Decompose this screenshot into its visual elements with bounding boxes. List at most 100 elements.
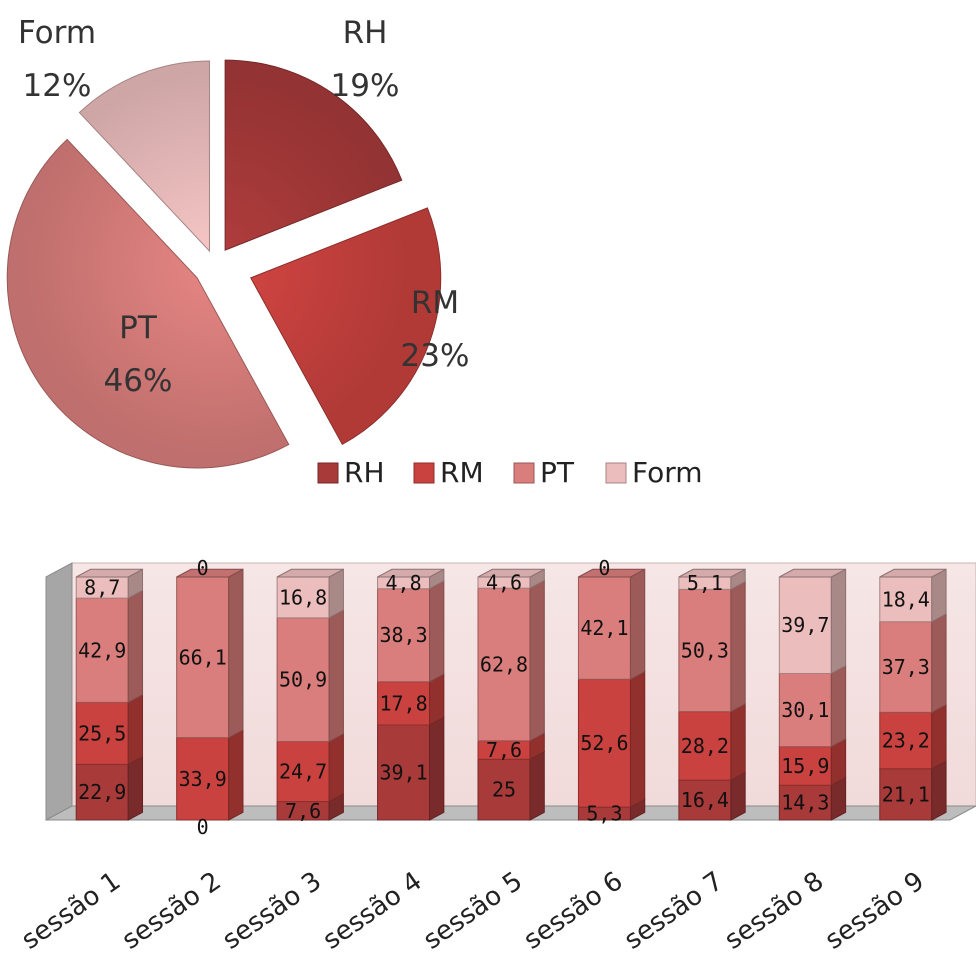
bar-segment-rm-8 bbox=[778, 746, 832, 786]
chart-side-wall bbox=[45, 562, 73, 821]
category-label-2: sessão 2 bbox=[117, 866, 227, 956]
value-label-rm-8: 15,9 bbox=[781, 754, 829, 778]
bar-segment-rh-1 bbox=[75, 763, 129, 821]
bar-side-rm-1 bbox=[127, 693, 144, 766]
bar-side-form-3 bbox=[328, 568, 344, 619]
bar-side-rh-4 bbox=[429, 716, 445, 821]
pie-percent-pt: 46% bbox=[104, 363, 173, 399]
bar-top-3 bbox=[276, 568, 344, 578]
bar-side-pt-2 bbox=[228, 568, 244, 739]
bar-segment-rh-7 bbox=[678, 779, 732, 821]
value-label-rm-9: 23,2 bbox=[882, 729, 930, 753]
bar-top-1 bbox=[75, 568, 143, 578]
legend-label-rh: RH bbox=[344, 456, 385, 489]
bar-segment-rm-6 bbox=[577, 678, 631, 808]
legend-swatch-rm bbox=[413, 462, 435, 484]
value-label-form-9: 18,4 bbox=[882, 587, 930, 611]
value-label-form-7: 5,1 bbox=[687, 571, 723, 595]
stacked-bar-chart: 22,9 25,5 42,9 8,7 sessão 1 0 33,9 66,1 0 sessão … bbox=[16, 556, 976, 956]
bar-top-2 bbox=[176, 568, 244, 578]
pie-label-rm: RM bbox=[411, 285, 459, 321]
bar-side-rm-3 bbox=[328, 732, 344, 803]
value-label-rh-6: 5,3 bbox=[586, 802, 622, 826]
bar-segment-rm-3 bbox=[276, 741, 330, 803]
category-label-3: sessão 3 bbox=[217, 866, 327, 956]
value-label-rm-2: 33,9 bbox=[179, 767, 227, 791]
value-label-pt-7: 50,3 bbox=[681, 639, 729, 663]
bar-side-rh-9 bbox=[931, 760, 947, 821]
value-label-rm-7: 28,2 bbox=[681, 734, 729, 758]
bar-top-8 bbox=[779, 568, 846, 578]
value-label-rh-3: 7,6 bbox=[285, 799, 321, 823]
bar-segment-pt-4 bbox=[377, 588, 431, 683]
pie-chart: RH 19% RM 23% PT 46% Form 12% bbox=[6, 15, 470, 469]
pie-slice-rm bbox=[250, 207, 442, 446]
bar-segment-form-3 bbox=[276, 576, 330, 619]
value-label-pt-4: 38,3 bbox=[379, 623, 427, 647]
value-label-pt-6: 42,1 bbox=[580, 616, 628, 640]
pie-label-rh: RH bbox=[343, 15, 388, 51]
value-label-rh-4: 39,1 bbox=[379, 760, 427, 784]
bar-side-pt-7 bbox=[730, 580, 746, 713]
value-label-form-8: 39,7 bbox=[781, 613, 829, 637]
bar-segment-rm-1 bbox=[75, 701, 129, 765]
bar-segment-pt-3 bbox=[276, 617, 330, 743]
bar-segment-rh-4 bbox=[377, 724, 431, 821]
pie-slice-pt bbox=[6, 138, 290, 469]
bar-segment-rm-7 bbox=[678, 711, 732, 781]
value-label-pt-5: 62,8 bbox=[480, 652, 528, 676]
bar-side-pt-4 bbox=[429, 580, 445, 683]
value-label-rh-8: 14,3 bbox=[781, 791, 829, 815]
value-label-form-2: 0 bbox=[197, 556, 209, 580]
pie-percent-form: 12% bbox=[23, 68, 92, 104]
bar-segment-rh-5 bbox=[477, 758, 531, 821]
bar-side-pt-6 bbox=[629, 568, 646, 681]
category-label-1: sessão 1 bbox=[16, 866, 126, 956]
bar-top-6 bbox=[578, 568, 645, 578]
category-label-6: sessão 6 bbox=[518, 866, 628, 956]
bar-side-rh-1 bbox=[127, 755, 144, 821]
bar-segment-rh-9 bbox=[879, 768, 933, 821]
category-label-7: sessão 7 bbox=[619, 866, 729, 956]
bar-side-pt-1 bbox=[127, 589, 144, 704]
bar-top-5 bbox=[477, 568, 545, 578]
value-label-form-1: 8,7 bbox=[84, 576, 120, 600]
bar-side-pt-3 bbox=[328, 609, 344, 743]
bar-segment-rm-4 bbox=[377, 681, 431, 726]
value-label-rh-5: 25 bbox=[492, 778, 516, 802]
value-label-rm-5: 7,6 bbox=[486, 738, 522, 762]
value-label-rh-1: 22,9 bbox=[78, 780, 126, 804]
value-label-form-3: 16,8 bbox=[279, 585, 327, 609]
bar-side-pt-5 bbox=[529, 579, 545, 742]
bar-side-rm-7 bbox=[730, 703, 746, 781]
bar-side-rm-4 bbox=[429, 673, 445, 726]
pie-percent-rm: 23% bbox=[401, 338, 470, 374]
pie-slice-rh bbox=[224, 59, 403, 251]
value-label-pt-2: 66,1 bbox=[179, 645, 227, 669]
pie-label-pt: PT bbox=[119, 310, 158, 346]
bar-side-form-8 bbox=[830, 568, 847, 675]
bar-top-4 bbox=[377, 568, 445, 578]
category-label-4: sessão 4 bbox=[318, 866, 428, 956]
bar-side-rh-5 bbox=[529, 750, 545, 821]
bar-segment-pt-5 bbox=[477, 587, 531, 742]
legend-swatch-rh bbox=[317, 462, 339, 484]
value-label-rh-7: 16,4 bbox=[681, 788, 729, 812]
pie-slice-form bbox=[78, 60, 210, 253]
value-label-rm-6: 52,6 bbox=[580, 731, 628, 755]
bar-side-form-9 bbox=[931, 568, 947, 623]
value-label-rh-9: 21,1 bbox=[882, 782, 930, 806]
value-label-form-6: 0 bbox=[598, 556, 610, 580]
value-label-rm-3: 24,7 bbox=[279, 760, 327, 784]
value-label-pt-1: 42,9 bbox=[78, 638, 126, 662]
bar-side-rh-7 bbox=[730, 771, 746, 821]
legend-label-rm: RM bbox=[440, 456, 484, 489]
value-label-form-5: 4,6 bbox=[486, 571, 522, 595]
category-label-8: sessão 8 bbox=[719, 866, 829, 956]
legend: RH RM PT Form bbox=[317, 456, 703, 489]
bar-side-rm-9 bbox=[931, 703, 947, 770]
bar-side-pt-8 bbox=[830, 664, 847, 748]
value-label-rm-1: 25,5 bbox=[78, 721, 126, 745]
bar-side-rm-6 bbox=[629, 670, 646, 808]
